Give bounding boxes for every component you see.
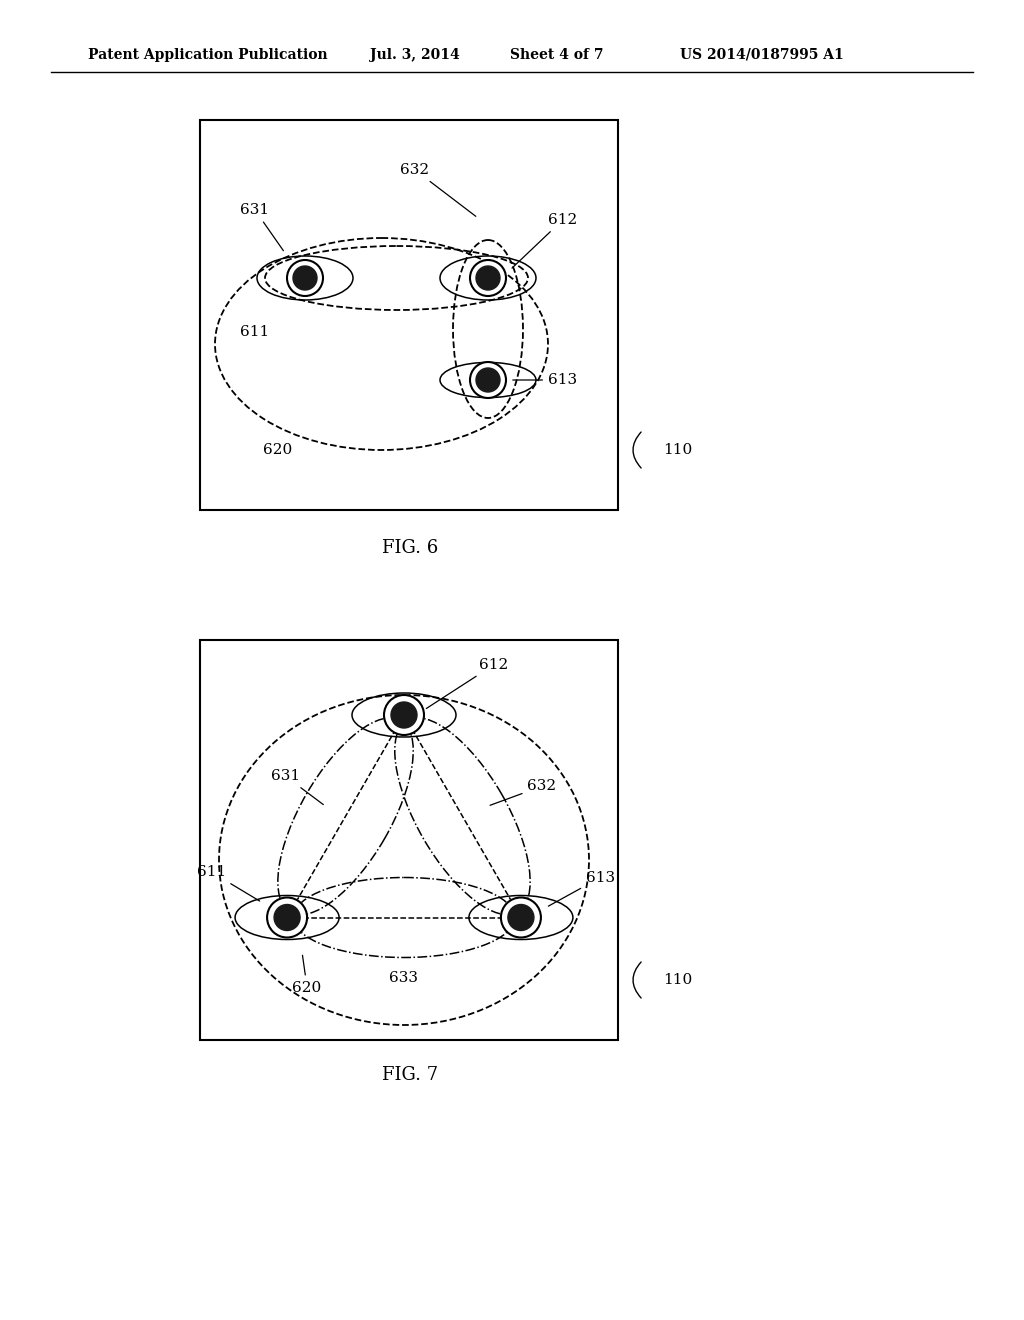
Circle shape [470,362,506,399]
Circle shape [384,696,424,735]
Text: 110: 110 [663,973,692,987]
Text: 611: 611 [198,866,260,902]
Text: 631: 631 [271,770,324,805]
Text: 633: 633 [389,970,419,985]
Circle shape [267,898,307,937]
Circle shape [476,368,500,392]
Text: FIG. 7: FIG. 7 [382,1067,438,1084]
Text: 611: 611 [241,325,269,339]
Circle shape [508,904,534,931]
Circle shape [287,260,323,296]
Text: 631: 631 [241,203,284,251]
Bar [200,120,618,510]
Text: FIG. 6: FIG. 6 [382,539,438,557]
Bar [200,640,618,1040]
Text: 632: 632 [400,162,476,216]
Text: 613: 613 [513,374,578,387]
Text: 612: 612 [512,213,578,268]
Circle shape [391,702,417,729]
Text: 613: 613 [548,870,615,906]
Text: 620: 620 [293,956,322,994]
Text: Sheet 4 of 7: Sheet 4 of 7 [510,48,603,62]
Text: 110: 110 [663,444,692,457]
Text: US 2014/0187995 A1: US 2014/0187995 A1 [680,48,844,62]
Text: Jul. 3, 2014: Jul. 3, 2014 [370,48,460,62]
Circle shape [274,904,300,931]
Text: Patent Application Publication: Patent Application Publication [88,48,328,62]
Text: 612: 612 [426,657,508,709]
Circle shape [470,260,506,296]
Circle shape [476,267,500,290]
Text: 632: 632 [490,779,557,805]
Circle shape [293,267,317,290]
Text: 620: 620 [263,444,293,457]
Circle shape [501,898,541,937]
